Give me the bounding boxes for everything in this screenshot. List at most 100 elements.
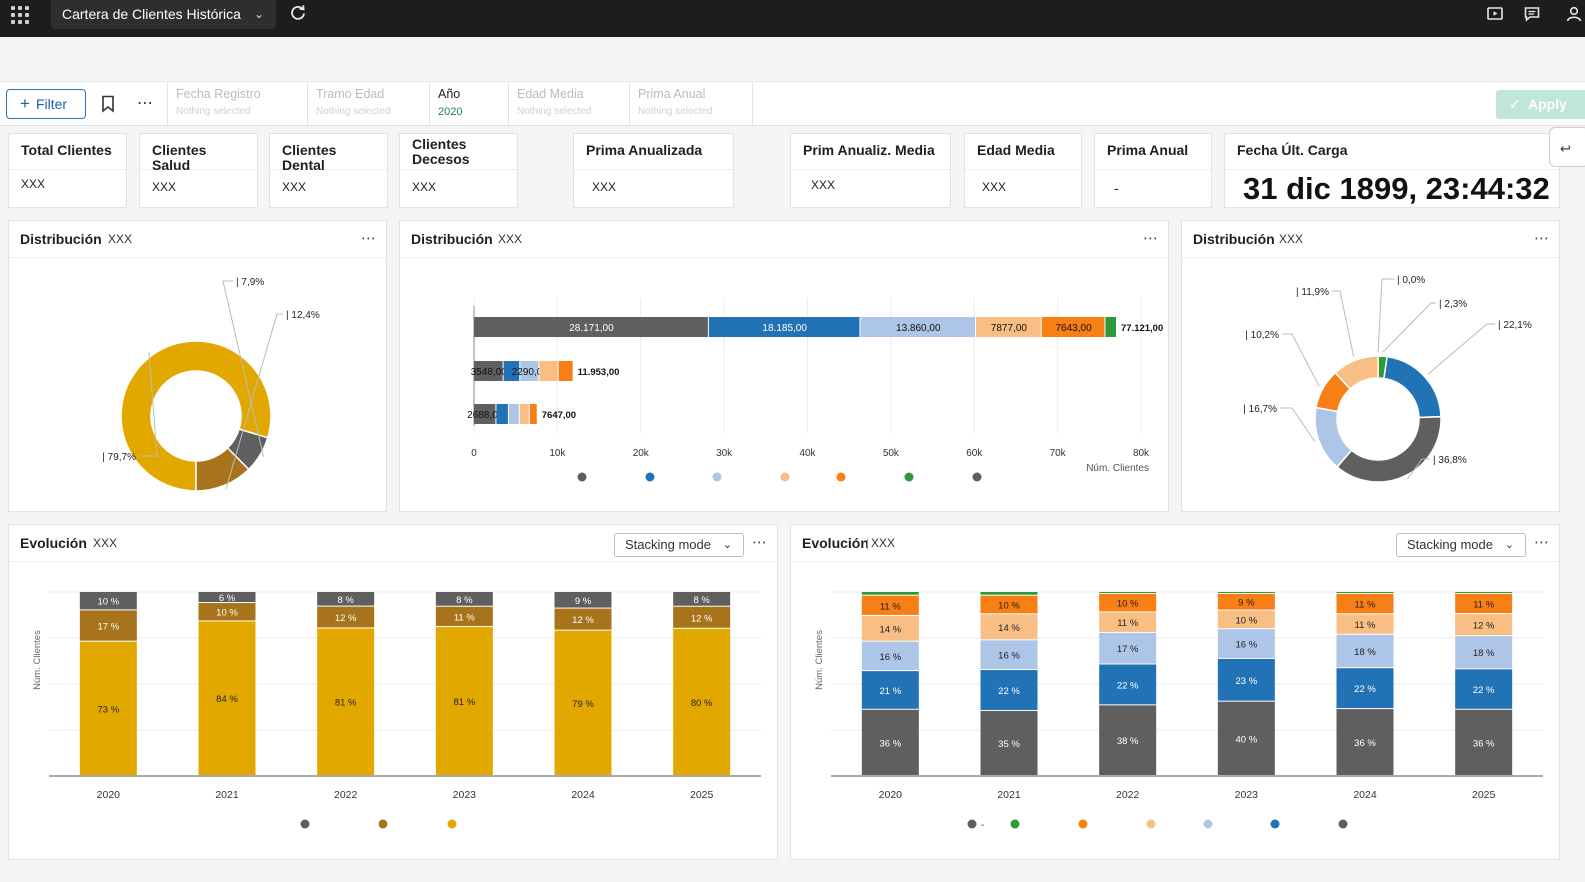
bar-segment	[554, 630, 612, 775]
bar-chart-distribucion-2: 0 10k 20k 30k 40k 50k 60k 70k 80k Núm. Clientes 28…	[467, 298, 1163, 482]
x-tick-label: 40k	[799, 448, 816, 459]
filter-ano[interactable]: Año 2020	[429, 82, 508, 126]
check-icon: ✓	[1509, 96, 1521, 112]
x-tick-label: 80k	[1133, 448, 1150, 459]
bar-segment	[861, 592, 919, 595]
slice-label: | 0,0%	[1397, 275, 1425, 286]
slice-label: | 2,3%	[1439, 299, 1467, 310]
x-tick-label: 2021	[215, 789, 239, 801]
bar-segment	[1455, 669, 1513, 709]
top-bar: Cartera de Clientes Histórica ⌄	[0, 0, 1585, 37]
bar-segment-label: 12 %	[572, 615, 594, 626]
stacking-mode-select[interactable]: Stacking mode ⌄	[1396, 533, 1526, 557]
bar-segment	[474, 317, 708, 337]
bar-segment	[198, 621, 256, 775]
side-panel-toggle[interactable]: ↩	[1549, 127, 1585, 167]
user-icon[interactable]	[1565, 5, 1583, 23]
bar-segment	[861, 671, 919, 709]
filter-button[interactable]: + Filter	[6, 89, 86, 119]
legend-dot	[780, 472, 790, 482]
label-leader-line	[1280, 407, 1316, 442]
more-options-icon[interactable]: ⋯	[752, 534, 768, 551]
bar-segment	[1217, 701, 1275, 775]
more-options-icon[interactable]: ⋯	[1534, 534, 1550, 551]
label-leader-line	[1377, 278, 1394, 353]
bookmark-icon[interactable]	[101, 95, 115, 113]
panel-distribucion-3: Distribución XXX ⋯ | 0,0% | 2,3% | 22,1% | …	[1181, 220, 1560, 512]
filter-fecha-registro[interactable]: Fecha Registro Nothing selected	[167, 82, 307, 126]
bar-segment-label: 2688,00	[467, 410, 504, 421]
bar-segment	[976, 317, 1041, 337]
presentation-icon[interactable]	[1486, 5, 1504, 23]
bar-segment-label: 11 %	[880, 601, 902, 612]
kpi-clientes-salud: Clientes Salud XXX	[139, 133, 258, 208]
stacking-mode-select[interactable]: Stacking mode ⌄	[614, 533, 744, 557]
donut-slice	[120, 340, 272, 492]
bar-segment-label: 7643,00	[1056, 323, 1093, 334]
kpi-edad-media: Edad Media XXX	[964, 133, 1082, 208]
more-options-icon[interactable]: ⋯	[1534, 230, 1550, 247]
bar-segment	[861, 709, 919, 775]
bar-segment	[1455, 636, 1513, 669]
slice-label: | 11,9%	[1296, 287, 1329, 298]
x-tick-label: 2022	[1116, 789, 1140, 801]
comments-icon[interactable]	[1523, 5, 1541, 23]
filter-tramo-edad[interactable]: Tramo Edad Nothing selected	[307, 82, 429, 126]
bar-total-label: 11.953,00	[578, 367, 620, 378]
panel-title: Evolución	[20, 535, 87, 551]
bar-segment	[673, 592, 731, 606]
apply-button[interactable]: ✓ Apply	[1496, 90, 1585, 119]
dashboard-selector[interactable]: Cartera de Clientes Histórica ⌄	[51, 0, 276, 29]
bar-segment	[519, 404, 529, 424]
donut-slice	[1383, 355, 1442, 419]
more-options-icon[interactable]: ⋯	[361, 230, 377, 247]
label-leader-line	[225, 313, 283, 490]
bar-segment	[558, 361, 573, 381]
bar-segment-label: 6 %	[219, 593, 236, 604]
filter-edad-media[interactable]: Edad Media Nothing selected	[508, 82, 629, 126]
bar-segment-label: 8 %	[456, 595, 473, 606]
label-leader-line	[1382, 302, 1436, 353]
x-tick-label: 2023	[453, 789, 477, 801]
bar-segment	[317, 628, 375, 775]
bar-segment	[1099, 632, 1157, 664]
bar-segment-label: 79 %	[572, 699, 594, 710]
x-tick-label: 2025	[690, 789, 714, 801]
x-tick-label: 30k	[716, 448, 733, 459]
bar-segment	[1455, 593, 1513, 614]
legend-dot	[1010, 819, 1020, 829]
dashboard-title: Cartera de Clientes Histórica	[62, 6, 241, 22]
kpi-fecha-ult-carga: Fecha Últ. Carga 31 dic 1899, 23:44:32	[1224, 133, 1560, 208]
refresh-icon[interactable]	[289, 4, 307, 22]
x-tick-label: 2020	[97, 789, 121, 801]
bar-total-label: 7647,00	[542, 410, 576, 421]
bar-segment-label: 11 %	[454, 612, 476, 623]
legend-dot	[378, 819, 388, 829]
x-tick-label: 2020	[879, 789, 903, 801]
bar-segment-label: 10 %	[1117, 599, 1139, 610]
bar-segment	[1217, 610, 1275, 629]
filter-prima-anual[interactable]: Prima Anual Nothing selected	[629, 82, 753, 126]
slice-label: | 22,1%	[1498, 320, 1532, 331]
legend-dot	[447, 819, 457, 829]
bar-segment-label: 9 %	[575, 596, 592, 607]
panel-title: Evolución	[802, 535, 869, 551]
y-axis-title: Núm. Clientes	[32, 630, 43, 690]
bar-segment-label: 36 %	[880, 738, 902, 749]
donut-slice	[1334, 355, 1379, 390]
bar-segment-label: 73 %	[98, 704, 120, 715]
bar-segment	[1336, 709, 1394, 775]
bar-segment	[435, 626, 493, 775]
bar-segment	[79, 610, 137, 641]
bar-segment	[496, 404, 508, 424]
stacked-bar-chart-evolucion-1: Núm. Clientes 73 % 17 % 10 % 2020 84 % 10 % 6 %…	[32, 591, 761, 829]
bar-segment	[529, 404, 537, 424]
more-options-icon[interactable]: ⋯	[137, 95, 154, 112]
kpi-clientes-dental: Clientes Dental XXX	[269, 133, 388, 208]
more-options-icon[interactable]: ⋯	[1143, 230, 1159, 247]
bar-segment-label: 12 %	[335, 613, 357, 624]
bar-segment	[1099, 612, 1157, 632]
apps-grid-icon[interactable]	[11, 6, 29, 24]
kpi-total-clientes: Total Clientes XXX	[8, 133, 127, 208]
bar-segment-label: 12 %	[1473, 621, 1495, 632]
